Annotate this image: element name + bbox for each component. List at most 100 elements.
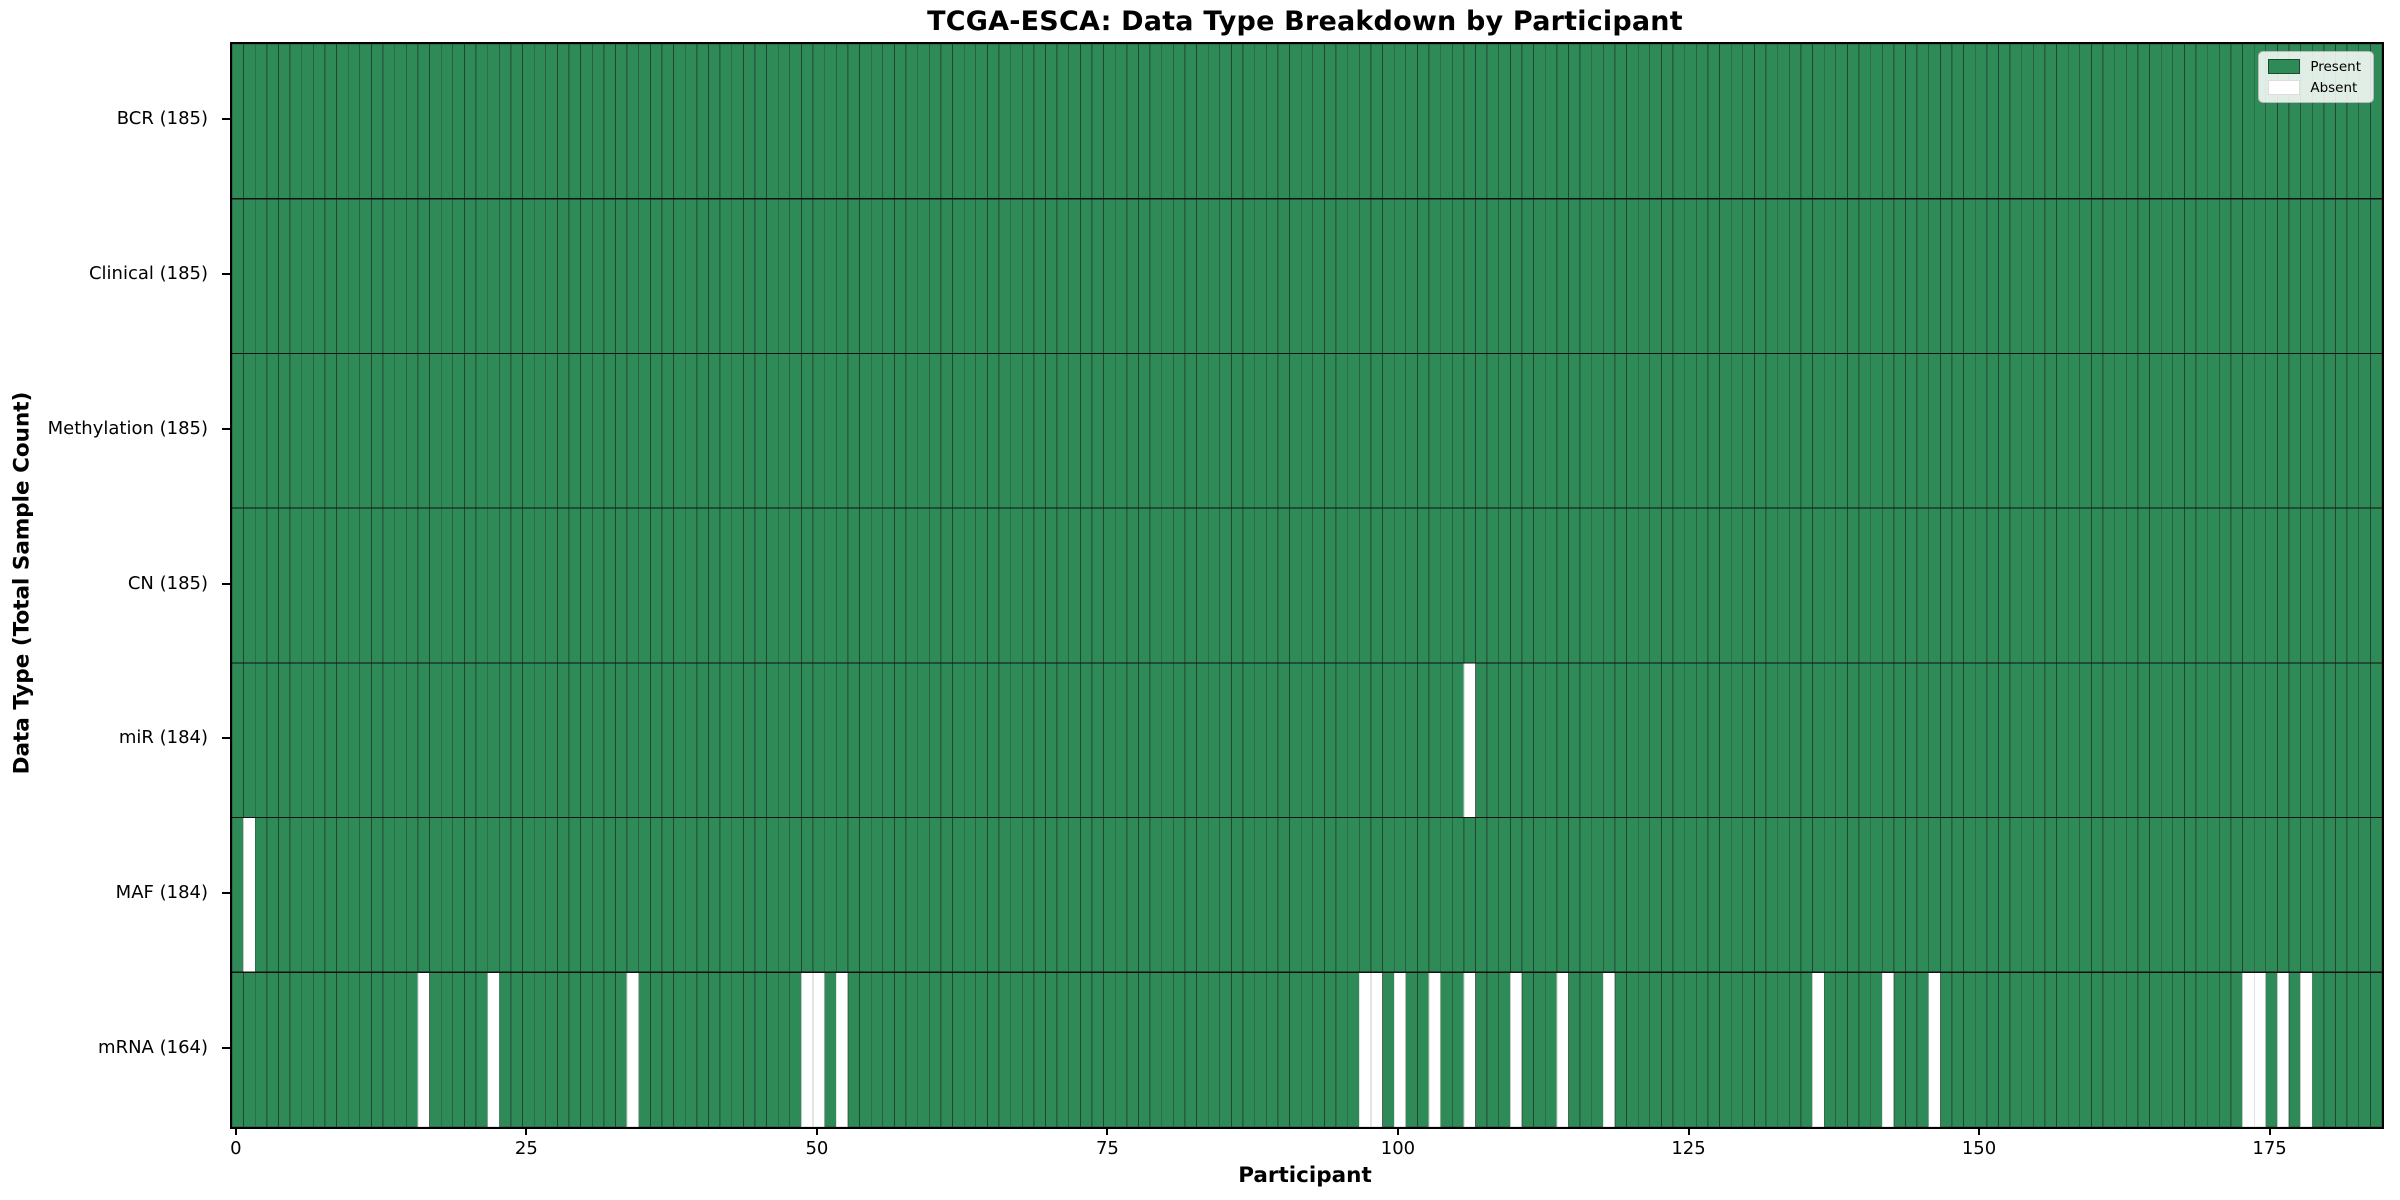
grid-cell xyxy=(1765,198,1779,354)
grid-cell xyxy=(522,44,535,200)
grid-cell xyxy=(1916,44,1930,200)
x-tick-label: 75 xyxy=(1095,1138,1119,1159)
grid-cell xyxy=(580,971,593,1127)
grid-cell xyxy=(232,44,245,200)
grid-cell xyxy=(2044,198,2057,354)
grid-cell xyxy=(2137,507,2150,664)
grid-cell xyxy=(2172,44,2185,200)
grid-cell xyxy=(1289,662,1302,818)
grid-cell xyxy=(232,662,245,818)
grid-cell xyxy=(1254,971,1267,1127)
grid-cell xyxy=(2067,971,2081,1127)
grid-cell xyxy=(1242,662,1256,818)
grid-cell xyxy=(626,507,640,664)
grid-cell xyxy=(1242,353,1256,509)
grid-cell xyxy=(1916,353,1930,509)
grid-cell xyxy=(347,507,361,664)
grid-cell xyxy=(1277,817,1290,973)
grid-cell xyxy=(1719,662,1732,818)
grid-cell xyxy=(1475,817,1488,973)
grid-cell xyxy=(2300,507,2313,664)
grid-cell xyxy=(1754,507,1767,664)
grid-cell xyxy=(1695,662,1709,818)
grid-cell xyxy=(1521,507,1535,664)
grid-cell xyxy=(1544,353,1558,509)
grid-cell xyxy=(1289,44,1302,200)
grid-cell xyxy=(1161,662,1174,818)
grid-cell xyxy=(1405,971,1418,1127)
grid-cell xyxy=(1498,817,1511,973)
grid-cell xyxy=(987,817,1000,973)
grid-cell xyxy=(1672,971,1686,1127)
grid-cell xyxy=(1893,507,1906,664)
grid-cell xyxy=(1277,198,1290,354)
grid-cell xyxy=(1521,662,1535,818)
grid-cell xyxy=(2091,817,2104,973)
grid-cell xyxy=(498,507,512,664)
grid-cell xyxy=(2160,353,2174,509)
grid-cell xyxy=(1196,971,1209,1127)
grid-cell xyxy=(1568,662,1581,818)
grid-cell xyxy=(557,198,570,354)
grid-cell xyxy=(1114,44,1128,200)
grid-cell xyxy=(1219,198,1232,354)
grid-cell xyxy=(1126,198,1139,354)
grid-cell xyxy=(1847,198,1860,354)
grid-cell xyxy=(1602,662,1616,818)
grid-cell xyxy=(1579,817,1593,973)
grid-cell xyxy=(1823,353,1837,509)
grid-cell xyxy=(824,198,837,354)
y-tick-label: Clinical (185) xyxy=(88,263,208,285)
grid-cell xyxy=(1928,44,1941,200)
grid-cell xyxy=(1068,507,1081,664)
grid-cell xyxy=(1730,662,1744,818)
grid-cell xyxy=(940,198,953,354)
grid-cell xyxy=(2067,507,2081,664)
grid-cell xyxy=(1335,971,1349,1127)
grid-cell xyxy=(1800,971,1813,1127)
grid-cell xyxy=(1103,353,1116,509)
grid-cell xyxy=(1405,44,1418,200)
grid-cell xyxy=(2277,507,2290,664)
grid-cell xyxy=(580,662,593,818)
grid-cell xyxy=(859,507,872,664)
grid-cell xyxy=(1428,971,1442,1127)
grid-cell xyxy=(708,507,721,664)
grid-cell xyxy=(1905,662,1918,818)
grid-cell xyxy=(1672,817,1686,973)
grid-cell xyxy=(2253,817,2267,973)
grid-cell xyxy=(1986,507,1999,664)
grid-cell xyxy=(731,198,744,354)
grid-cell xyxy=(777,507,791,664)
grid-cell xyxy=(1568,817,1581,973)
grid-cell xyxy=(475,198,489,354)
grid-cell xyxy=(405,353,419,509)
grid-cell xyxy=(1126,971,1139,1127)
grid-cell xyxy=(731,662,744,818)
grid-cell xyxy=(2335,198,2348,354)
grid-cell xyxy=(1451,507,1465,664)
y-tick-label: Methylation (185) xyxy=(47,417,208,439)
grid-cell xyxy=(545,353,558,509)
grid-cell xyxy=(2009,507,2023,664)
grid-cell xyxy=(1730,198,1744,354)
grid-cell xyxy=(266,198,279,354)
grid-cell xyxy=(1231,817,1244,973)
grid-cell xyxy=(1312,662,1325,818)
grid-cell xyxy=(789,198,802,354)
grid-cell xyxy=(1974,353,1988,509)
grid-cell xyxy=(1951,44,1965,200)
grid-cell xyxy=(1602,44,1616,200)
grid-cell xyxy=(1765,353,1779,509)
grid-cell xyxy=(1417,662,1430,818)
grid-cell xyxy=(731,353,744,509)
grid-cell xyxy=(812,353,826,509)
grid-cell xyxy=(2242,971,2255,1127)
grid-cell xyxy=(894,198,907,354)
grid-cell xyxy=(2137,662,2150,818)
grid-cell xyxy=(2230,198,2243,354)
grid-cell xyxy=(2044,662,2057,818)
grid-cell xyxy=(847,353,860,509)
grid-cell xyxy=(963,971,977,1127)
grid-cell xyxy=(2044,44,2057,200)
